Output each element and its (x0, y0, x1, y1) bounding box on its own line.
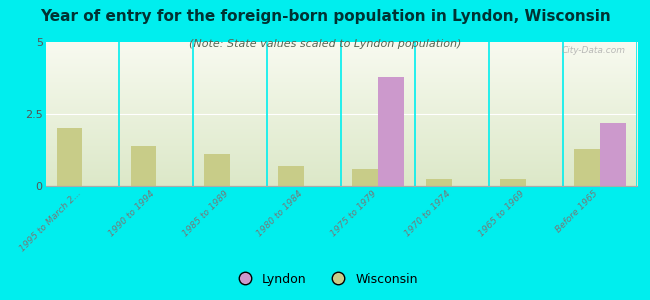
Text: Year of entry for the foreign-born population in Lyndon, Wisconsin: Year of entry for the foreign-born popul… (40, 9, 610, 24)
Text: City-Data.com: City-Data.com (561, 46, 625, 55)
Text: (Note: State values scaled to Lyndon population): (Note: State values scaled to Lyndon pop… (188, 39, 462, 49)
Bar (574, 148, 600, 186)
Bar (57, 128, 83, 186)
Bar (426, 179, 452, 186)
Bar (205, 154, 230, 186)
Bar (131, 146, 157, 186)
Bar (600, 123, 626, 186)
Legend: Lyndon, Wisconsin: Lyndon, Wisconsin (227, 268, 423, 291)
Bar (378, 76, 404, 186)
Bar (352, 169, 378, 186)
Bar (500, 179, 526, 186)
Bar (278, 166, 304, 186)
